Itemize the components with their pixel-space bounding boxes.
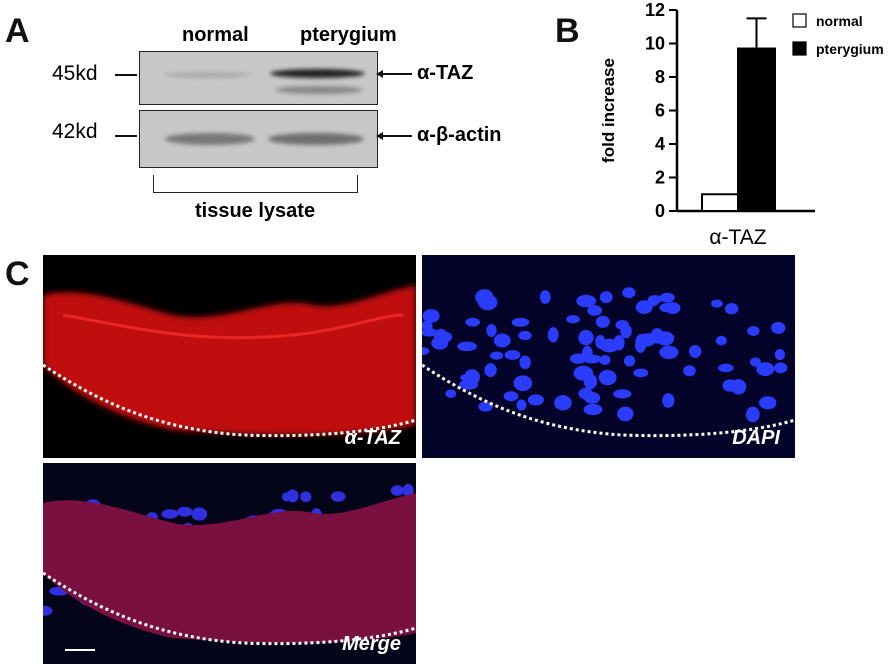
marker-tick: [115, 74, 137, 76]
micrograph-label-merge: Merge: [342, 633, 401, 655]
panel-label-a: A: [5, 12, 30, 50]
marker-tick: [115, 135, 137, 137]
micrograph-merge: Merge: [43, 463, 416, 664]
lane-label-pterygium: pterygium: [300, 24, 397, 46]
arrow-icon: [376, 132, 383, 140]
marker-42kd: 42kd: [52, 120, 98, 143]
bar-normal: [701, 193, 740, 212]
micrograph-label-taz: α-TAZ: [344, 427, 401, 449]
x-tick-label: α-TAZ: [709, 226, 766, 249]
arrow-icon: [376, 70, 383, 78]
bar-chart: 0 2 4 6 8 10 12 fold increase normal pterygium α-T…: [599, 0, 884, 249]
bar-pterygium: [737, 47, 776, 213]
legend-label-normal: normal: [816, 13, 863, 29]
lane-label-normal: normal: [182, 24, 249, 46]
y-tick-label: 4: [655, 134, 665, 154]
scale-bar: [65, 649, 95, 651]
y-tick-label: 0: [655, 201, 665, 221]
antibody-actin: α-β-actin: [417, 124, 502, 146]
blot-actin: [139, 110, 378, 168]
legend-label-pterygium: pterygium: [816, 41, 884, 57]
y-tick-label: 8: [655, 67, 665, 87]
micrograph-taz: α-TAZ: [43, 255, 416, 458]
y-axis-label: fold increase: [599, 58, 618, 163]
panel-label-c: C: [5, 255, 30, 293]
marker-45kd: 45kd: [52, 62, 98, 85]
sample-bracket: [153, 175, 358, 193]
y-tick-label: 2: [655, 168, 665, 188]
y-tick-label: 6: [655, 101, 665, 121]
y-tick-label: 12: [645, 0, 665, 20]
arrow-line: [382, 135, 412, 137]
panel-label-b: B: [555, 12, 580, 50]
sample-label: tissue lysate: [195, 200, 316, 222]
arrow-line: [382, 73, 412, 75]
antibody-taz: α-TAZ: [417, 62, 474, 84]
micrograph-dapi: DAPI: [422, 255, 795, 458]
y-tick-label: 10: [645, 34, 665, 54]
legend-swatch-pterygium: [792, 41, 807, 56]
blot-taz: [139, 51, 378, 105]
micrograph-label-dapi: DAPI: [732, 427, 780, 449]
legend-swatch-normal: [792, 13, 807, 28]
